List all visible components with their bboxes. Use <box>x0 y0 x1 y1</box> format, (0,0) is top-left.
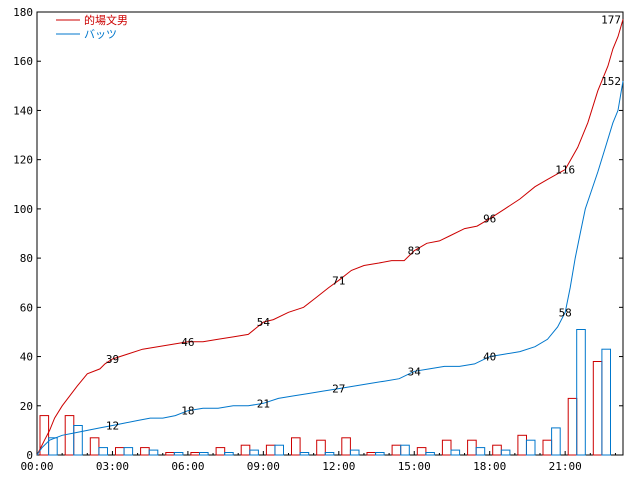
point-label-0: 54 <box>257 316 271 329</box>
y-tick-label: 180 <box>13 6 33 19</box>
point-label-1: 58 <box>559 306 572 319</box>
hourly-bar-0 <box>39 415 50 456</box>
hourly-bar-1 <box>123 447 134 456</box>
x-tick-label: 15:00 <box>398 460 431 473</box>
y-tick-label: 120 <box>13 154 33 167</box>
x-tick-label: 03:00 <box>96 460 129 473</box>
x-tick-label: 00:00 <box>20 460 53 473</box>
hourly-bar-1 <box>475 447 486 456</box>
hourly-bar-1 <box>525 439 536 456</box>
hourly-bar-1 <box>274 444 284 456</box>
hourly-bars <box>39 329 612 456</box>
y-axis: 0 20 40 60 80 100 120 140 160 180 <box>13 6 623 462</box>
hourly-bar-0 <box>316 439 326 456</box>
y-tick-label: 40 <box>20 351 33 364</box>
y-tick-label: 100 <box>13 203 33 216</box>
hourly-bar-1 <box>400 444 410 456</box>
x-axis: 00:00 03:00 06:00 09:00 12:00 15:00 18:00 21:00 <box>20 451 616 473</box>
hourly-bar-0 <box>89 437 100 456</box>
legend-label-0: 的場文男 <box>84 13 128 27</box>
point-label-1: 34 <box>408 365 422 378</box>
hourly-bar-0 <box>441 439 452 456</box>
hourly-bar-1 <box>98 447 109 456</box>
hourly-bar-0 <box>291 437 301 456</box>
hourly-bar-1 <box>73 425 83 456</box>
hourly-bar-0 <box>215 447 226 456</box>
series-line-1 <box>36 80 624 456</box>
y-tick-label: 140 <box>13 104 33 117</box>
point-label-0: 177 <box>601 13 621 26</box>
point-label-1: 152 <box>601 75 621 88</box>
hourly-bar-1 <box>249 449 259 456</box>
hourly-bar-1 <box>450 449 461 456</box>
x-tick-label: 12:00 <box>322 460 355 473</box>
hourly-bar-0 <box>416 447 427 456</box>
point-labels: 39 46 54 71 83 96 116 177 12 18 21 27 34 40 58 152 <box>106 13 621 432</box>
x-tick-label: 21:00 <box>549 460 582 473</box>
point-label-0: 96 <box>483 213 496 226</box>
y-tick-label: 60 <box>20 301 33 314</box>
hourly-bar-1 <box>199 452 209 456</box>
legend: 的場文男 バッツ <box>56 13 128 41</box>
point-label-1: 18 <box>181 405 194 418</box>
hourly-bar-1 <box>349 449 360 456</box>
point-label-0: 71 <box>332 274 345 287</box>
hourly-bar-1 <box>148 449 159 456</box>
y-tick-label: 80 <box>20 252 33 265</box>
hourly-bar-1 <box>324 452 335 456</box>
y-tick-label: 0 <box>26 449 33 462</box>
point-label-0: 116 <box>555 164 575 177</box>
hourly-bar-1 <box>500 449 511 456</box>
hourly-bar-1 <box>551 427 561 456</box>
hourly-bar-1 <box>299 452 310 456</box>
hourly-bar-1 <box>576 329 586 456</box>
point-label-0: 39 <box>106 353 119 366</box>
x-tick-label: 09:00 <box>247 460 280 473</box>
hourly-bar-0 <box>341 437 351 456</box>
hourly-bar-1 <box>224 452 234 456</box>
hourly-bar-1 <box>601 348 612 456</box>
x-tick-label: 18:00 <box>473 460 506 473</box>
point-label-1: 40 <box>483 351 496 364</box>
legend-label-1: バッツ <box>84 28 117 41</box>
x-tick-label: 06:00 <box>171 460 204 473</box>
hourly-bar-1 <box>375 452 385 456</box>
point-label-1: 12 <box>106 420 119 433</box>
point-label-1: 27 <box>332 383 345 396</box>
hourly-bar-1 <box>173 452 184 456</box>
cumulative-lines <box>36 19 624 456</box>
y-tick-label: 20 <box>20 400 33 413</box>
point-label-0: 83 <box>408 245 421 258</box>
hourly-bar-1 <box>48 437 58 456</box>
plot-area <box>36 11 624 456</box>
series-line-0 <box>36 19 624 456</box>
point-label-0: 46 <box>181 336 194 349</box>
y-tick-label: 160 <box>13 55 33 68</box>
hourly-bar-1 <box>425 452 435 456</box>
point-label-1: 21 <box>257 397 270 410</box>
